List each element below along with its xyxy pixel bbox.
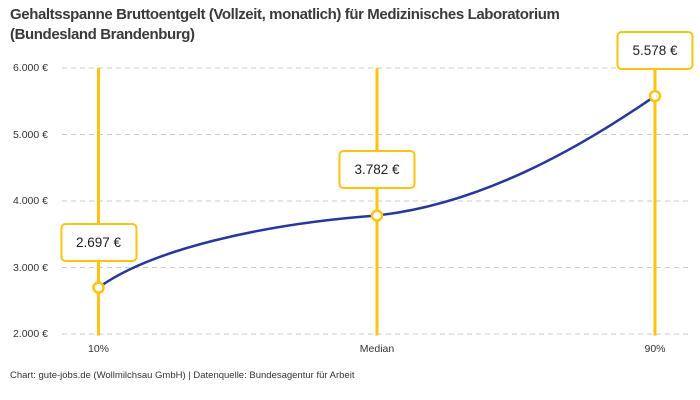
value-label-box-median: 3.782 € — [338, 150, 416, 190]
x-axis-tick-label-median: Median — [359, 343, 395, 355]
y-axis-tick-label: 5.000 € — [12, 128, 48, 141]
y-axis-tick-label: 4.000 € — [12, 195, 48, 207]
chart-title-line1: Gehaltsspanne Bruttoentgelt (Vollzeit, m… — [10, 6, 560, 23]
x-axis-tick-label-10pct: 10% — [87, 343, 109, 355]
y-axis-tick-label: 2.000 € — [12, 328, 48, 340]
data-point-marker — [648, 89, 662, 103]
value-label-box-90pct: 5.578 € — [616, 31, 694, 71]
x-axis-tick-label-90pct: 90% — [644, 343, 666, 355]
chart-title: Gehaltsspanne Bruttoentgelt (Vollzeit, m… — [10, 5, 560, 45]
footer-credit: Chart: gute-jobs.de (Wollmilchsau GmbH) … — [10, 370, 355, 381]
y-axis-tick-label: 3.000 € — [12, 261, 48, 274]
data-point-marker — [92, 281, 105, 294]
chart-title-line2: (Bundesland Brandenburg) — [10, 26, 195, 43]
y-axis-tick-label: 6.000 € — [12, 62, 48, 74]
data-point-marker — [370, 209, 384, 222]
value-label-box-10pct: 2.697 € — [59, 222, 138, 262]
